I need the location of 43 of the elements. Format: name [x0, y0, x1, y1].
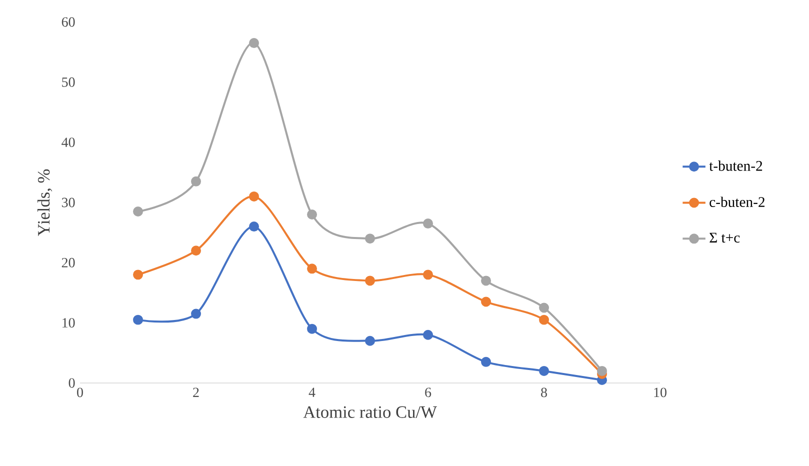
point	[191, 246, 202, 256]
point	[539, 314, 550, 325]
y-tick-label: 20	[62, 258, 75, 268]
x-tick-label: 0	[77, 388, 83, 398]
x-tick-label: 4	[308, 388, 316, 397]
x-tick-label: 8	[541, 388, 547, 398]
point	[481, 356, 492, 367]
point	[365, 276, 376, 286]
x-tick-label: 6	[425, 388, 432, 398]
point	[423, 330, 434, 340]
legend-label: t-buten-2	[709, 160, 762, 171]
point	[191, 176, 202, 186]
point	[481, 276, 492, 286]
y-tick-label: 50	[62, 77, 75, 87]
point	[249, 38, 260, 48]
x-axis-title: Atomic ratio Cu/W	[303, 406, 437, 418]
point	[307, 210, 318, 220]
point	[597, 366, 607, 376]
x-tick-label: 10	[654, 388, 666, 398]
legend-label: Σ t+c	[710, 232, 740, 243]
point	[191, 308, 202, 319]
point	[133, 270, 144, 280]
point	[307, 324, 318, 334]
point	[133, 206, 144, 217]
point	[539, 302, 550, 313]
point	[539, 366, 550, 376]
y-tick-label: 10	[62, 318, 75, 328]
legend-label: c-buten-2	[710, 196, 764, 208]
y-axis-title: Yields, %	[37, 169, 52, 236]
point	[423, 218, 434, 229]
y-tick-label: 40	[62, 138, 75, 148]
point	[133, 314, 144, 325]
point	[481, 296, 492, 307]
point	[365, 336, 376, 346]
point	[365, 234, 376, 244]
y-tick-label: 60	[62, 17, 75, 27]
point	[249, 191, 260, 202]
y-tick-label: 30	[62, 198, 75, 208]
y-tick-label: 0	[68, 378, 75, 388]
point	[423, 270, 434, 280]
point	[249, 222, 260, 232]
x-tick-label: 2	[193, 388, 199, 397]
point	[307, 264, 318, 274]
